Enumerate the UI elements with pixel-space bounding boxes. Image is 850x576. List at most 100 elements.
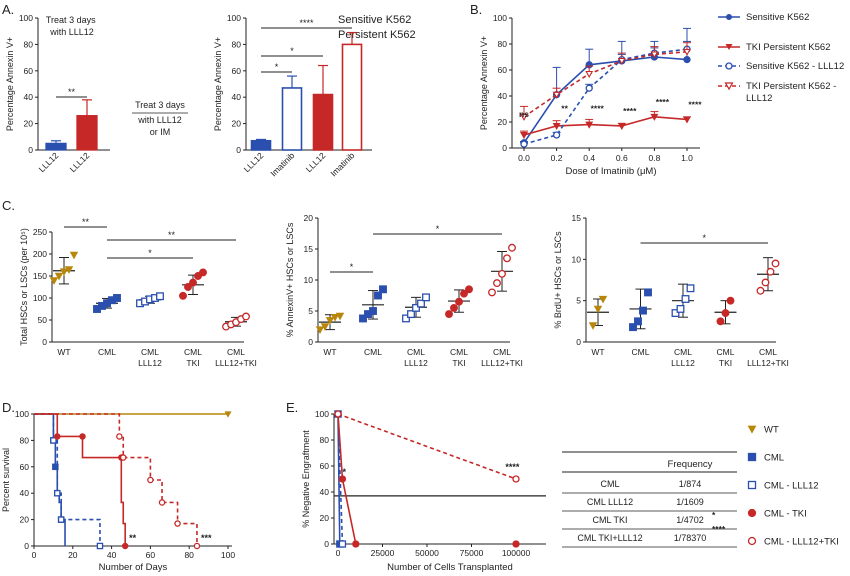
chart-e: 0 20 40 60 80 100 % Negative Engraftment 0 25000… bbox=[301, 409, 546, 573]
de-legend: WT CML CML - LLL12 CML - TKI CML - LLL12+TKI bbox=[747, 425, 839, 548]
c2-point-3-0 bbox=[445, 310, 453, 319]
c3-point-1-1 bbox=[634, 317, 642, 326]
c1-point-0-4 bbox=[69, 251, 79, 260]
d-annotation-0: ** bbox=[129, 533, 137, 543]
a2-y-tick-label-0: 0 bbox=[236, 145, 241, 155]
chart-b: 0 20 40 60 80 100 Percentage Annexin V+ 0.0 0.2 0… bbox=[479, 13, 702, 177]
a2-x-tick-label-1: Imatinib bbox=[268, 150, 296, 178]
d-annotation-1: *** bbox=[201, 533, 212, 543]
a2-x-tick-label-3: Imatinib bbox=[328, 150, 356, 178]
c3-x-tick-label-3-line-1: TKI bbox=[719, 358, 732, 368]
e-y-tick-label-5: 100 bbox=[315, 409, 329, 419]
b-legend-persistent: TKI Persistent K562 bbox=[718, 42, 830, 53]
c3-x-tick-label-0: WT bbox=[591, 347, 604, 357]
b-y-tick-label-2: 40 bbox=[498, 91, 508, 101]
e-point-3-1 bbox=[512, 475, 520, 483]
c2-x-tick-label-2-line-0: CML bbox=[407, 347, 425, 357]
c3-y-tick-label-1: 5 bbox=[576, 296, 581, 306]
d-y-tick-label-4: 80 bbox=[20, 435, 30, 445]
b-point-label-5: **** bbox=[688, 100, 702, 110]
b-point-1-4 bbox=[650, 113, 659, 121]
c3-point-4-3 bbox=[771, 259, 780, 268]
freq-row-label-0: CML bbox=[600, 479, 619, 489]
de-legend-marker-3 bbox=[747, 508, 757, 518]
c3-point-2-0 bbox=[671, 309, 680, 318]
c3-point-1-2 bbox=[639, 306, 647, 315]
panel-label-b: B. bbox=[470, 2, 482, 17]
b-point-label-3: **** bbox=[623, 106, 637, 116]
e-point-2-1 bbox=[338, 475, 347, 483]
de-legend-label-3: CML - TKI bbox=[764, 509, 807, 520]
c2-point-3-2 bbox=[455, 297, 463, 306]
c1-y-axis-title: Total HSCs or LSCs (per 10⁵) bbox=[19, 228, 29, 346]
a2-y-tick-label-3: 60 bbox=[232, 66, 242, 76]
d-y-tick-label-5: 100 bbox=[15, 409, 29, 419]
d-marker-0-1 bbox=[52, 463, 59, 471]
a1-y-tick-label-2: 40 bbox=[24, 92, 34, 102]
d-marker-2-0 bbox=[54, 433, 61, 440]
e-x-axis-title: Number of Cells Transplanted bbox=[387, 562, 513, 573]
c3-point-3-2 bbox=[726, 296, 735, 305]
b-point-1-0 bbox=[520, 132, 528, 140]
c2-point-4-0 bbox=[488, 288, 496, 297]
c3-point-2-3 bbox=[686, 284, 695, 293]
c2-point-1-4 bbox=[379, 285, 387, 294]
a2-sig-1-label: * bbox=[290, 46, 294, 56]
c1-point-3-2 bbox=[189, 278, 197, 287]
charts-layer: 0 20 40 60 80 100 Percentage Annexin V+ LLL12 LL… bbox=[1, 13, 789, 573]
d-y-tick-label-2: 40 bbox=[20, 488, 30, 498]
d-marker-1-1 bbox=[54, 489, 61, 497]
freq-table-rows: CML 1/874 CML LLL12 1/1609 CML TKI 1/4702 * CML… bbox=[562, 479, 737, 548]
e-x-tick-label-1: 25000 bbox=[371, 548, 395, 558]
c3-x-tick-label-4-line-0: CML bbox=[759, 347, 777, 357]
c3-x-tick-label-0-line-0: WT bbox=[591, 347, 604, 357]
d-marker-3-5 bbox=[193, 542, 201, 550]
b-x-tick-label-1: 0.2 bbox=[551, 153, 563, 163]
c3-sig-0-label: * bbox=[702, 233, 706, 243]
b-y-tick-label-3: 60 bbox=[498, 65, 508, 75]
a1-y-tick-label-5: 100 bbox=[19, 13, 33, 23]
b-point-3-0 bbox=[520, 113, 528, 121]
freq-row-value-3: 1/78370 bbox=[674, 533, 707, 543]
a2-legend-sensitive: Sensitive K562 bbox=[338, 14, 411, 26]
c2-point-0-1 bbox=[320, 323, 330, 331]
c2-x-tick-label-2-line-1: LLL12 bbox=[404, 358, 428, 368]
a2-x-tick-label-2: LLL12 bbox=[304, 150, 328, 174]
c3-point-3-0 bbox=[716, 317, 725, 326]
c1-point-3-0 bbox=[179, 291, 187, 300]
c2-point-2-1 bbox=[407, 310, 415, 319]
c1-x-tick-label-4: CML LLL12+TKI bbox=[215, 347, 257, 368]
b-series-line-0 bbox=[523, 56, 688, 144]
c3-x-tick-label-2: CML LLL12 bbox=[671, 347, 695, 368]
c2-x-tick-label-4: CML LLL12+TKI bbox=[481, 347, 523, 368]
e-annotation-1: **** bbox=[505, 462, 520, 472]
e-x-tick-label-3: 75000 bbox=[460, 548, 484, 558]
de-legend-label-0: WT bbox=[764, 425, 779, 436]
b-y-tick-label-4: 80 bbox=[498, 39, 508, 49]
a-mid-line2: with LLL12 bbox=[137, 115, 182, 125]
c1-y-tick-label-0: 0 bbox=[42, 337, 47, 347]
a-mid-annotation: Treat 3 days with LLL12 or IM bbox=[132, 100, 188, 137]
panel-label-d: D. bbox=[2, 400, 15, 415]
c3-x-tick-label-2-line-0: CML bbox=[674, 347, 692, 357]
a1-y-tick-label-0: 0 bbox=[28, 145, 33, 155]
c2-point-4-1 bbox=[493, 279, 501, 288]
c2-point-3-4 bbox=[465, 285, 473, 294]
c2-x-tick-label-0: WT bbox=[323, 347, 336, 357]
b-legend-marker-0 bbox=[726, 14, 732, 20]
e-y-tick-label-0: 0 bbox=[324, 539, 329, 549]
d-marker-2-3 bbox=[121, 542, 129, 550]
c1-point-2-4 bbox=[156, 292, 164, 301]
b-legend-label-1: TKI Persistent K562 bbox=[746, 42, 830, 53]
b-legend-marker-2 bbox=[725, 62, 733, 70]
e-y-tick-label-3: 60 bbox=[320, 461, 330, 471]
a1-y-tick-label-1: 20 bbox=[24, 119, 34, 129]
panel-label-a: A. bbox=[2, 2, 14, 17]
c3-y-axis-title: % BrdU+ HSCs or LSCs bbox=[553, 231, 563, 329]
c2-point-4-2 bbox=[498, 269, 506, 278]
b-point-3-3 bbox=[617, 57, 626, 66]
b-y-axis-title: Percentage Annexin V+ bbox=[479, 36, 489, 130]
c1-y-tick-label-1: 50 bbox=[38, 315, 48, 325]
